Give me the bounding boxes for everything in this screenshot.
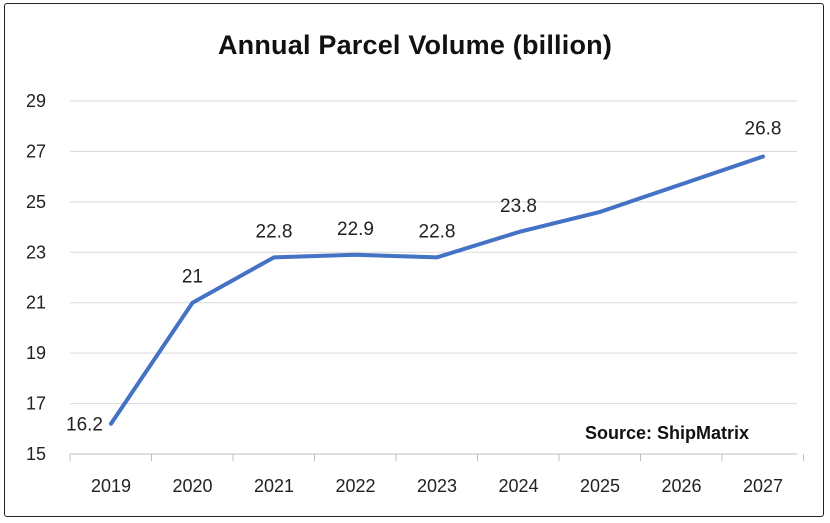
chart-frame: [4, 3, 824, 517]
x-tick-label: 2023: [417, 476, 457, 496]
y-tick-label: 19: [26, 343, 46, 363]
x-tick-label: 2020: [172, 476, 212, 496]
y-tick-label: 25: [26, 192, 46, 212]
source-note: Source: ShipMatrix: [585, 423, 750, 443]
data-label: 22.8: [256, 221, 293, 242]
data-label: 16.2: [66, 415, 103, 436]
y-axis-ticks: 15 17 19 21 23 25 27 29: [26, 91, 46, 464]
x-tick-label: 2021: [254, 476, 294, 496]
y-tick-label: 17: [26, 394, 46, 414]
x-tick-label: 2026: [661, 476, 701, 496]
series-line: [109, 154, 765, 426]
x-tick-label: 2019: [91, 476, 131, 496]
y-tick-label: 29: [26, 91, 46, 111]
data-label: 21: [182, 267, 203, 288]
x-tick-label: 2024: [498, 476, 538, 496]
x-tick-label: 2022: [335, 476, 375, 496]
data-labels: 16.2 21 22.8 22.9 22.8 23.8 26.8: [66, 118, 781, 435]
x-tick-label: 2025: [580, 476, 620, 496]
data-label: 22.9: [337, 219, 374, 240]
data-label: 23.8: [500, 196, 537, 217]
y-tick-label: 23: [26, 242, 46, 262]
x-tick-label: 2027: [743, 476, 783, 496]
y-tick-label: 21: [26, 293, 46, 313]
chart-title: Annual Parcel Volume (billion): [217, 30, 613, 60]
y-tick-label: 27: [26, 141, 46, 161]
y-tick-label: 15: [26, 444, 46, 464]
data-label: 22.8: [419, 221, 456, 242]
gridlines: [70, 100, 797, 455]
data-label: 26.8: [745, 118, 782, 139]
x-axis-ticks: 2019 2020 2021 2022 2023 2024 2025 2026 2027: [69, 454, 804, 496]
series-group: [109, 154, 765, 426]
